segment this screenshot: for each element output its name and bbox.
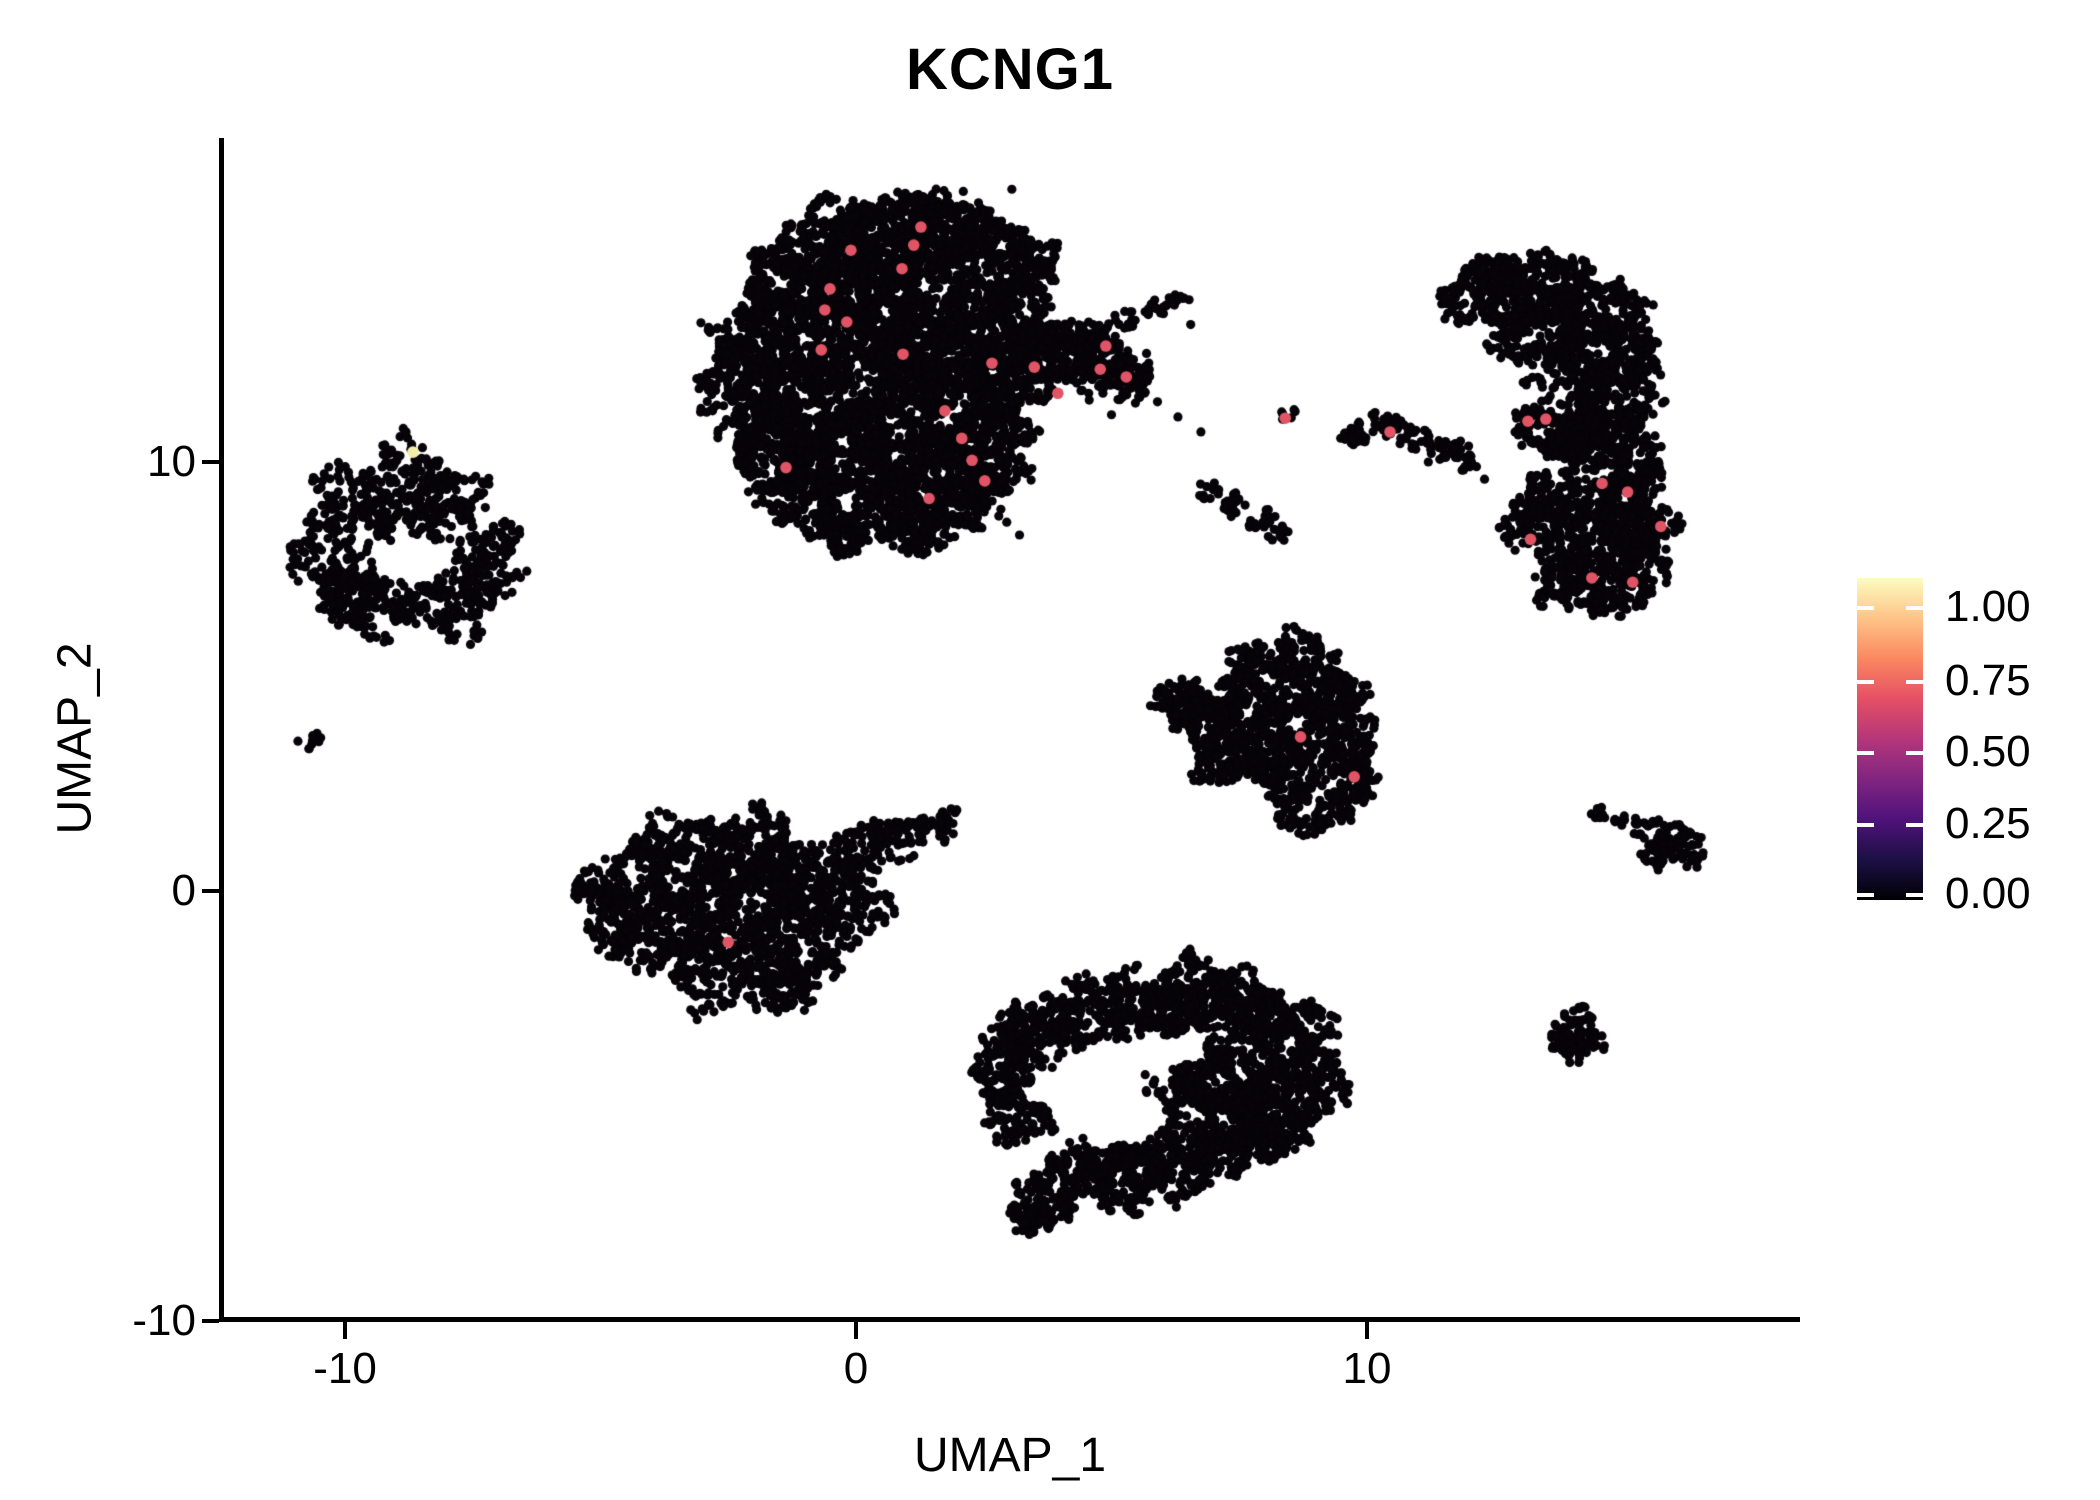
colorbar-label: 0.00 — [1945, 869, 2031, 918]
colorbar-tick — [1906, 680, 1923, 684]
y-tick-label: -10 — [132, 1296, 196, 1345]
y-tick-label: 10 — [147, 437, 196, 486]
y-tick-label: 0 — [171, 866, 196, 915]
colorbar-tick — [1857, 823, 1874, 827]
colorbar-label: 0.50 — [1945, 727, 2031, 776]
x-tick-label: 0 — [843, 1344, 869, 1393]
y-axis-line — [219, 138, 224, 1322]
umap-point-cloud — [222, 140, 1798, 1319]
colorbar-tick — [1906, 751, 1923, 755]
colorbar-tick — [1857, 893, 1874, 897]
colorbar-tick — [1906, 823, 1923, 827]
colorbar-label: 0.75 — [1945, 656, 2031, 705]
y-axis-title: UMAP_2 — [48, 642, 102, 835]
chart-title: KCNG1 — [905, 37, 1115, 102]
colorbar-label: 1.00 — [1945, 582, 2031, 631]
colorbar-tick — [1857, 751, 1874, 755]
y-tick-mark — [202, 889, 219, 893]
colorbar-tick — [1857, 680, 1874, 684]
x-axis-title: UMAP_1 — [913, 1429, 1107, 1482]
colorbar-tick — [1857, 606, 1874, 610]
colorbar-label: 0.25 — [1945, 799, 2031, 848]
x-tick-label: 10 — [1342, 1344, 1392, 1393]
colorbar-tick — [1906, 606, 1923, 610]
x-tick-label: -10 — [313, 1344, 377, 1393]
colorbar-tick — [1906, 893, 1923, 897]
x-axis-line — [219, 1317, 1800, 1322]
x-tick-mark — [343, 1322, 347, 1339]
x-tick-mark — [854, 1322, 858, 1339]
x-tick-mark — [1365, 1322, 1369, 1339]
y-tick-mark — [202, 1319, 219, 1323]
y-tick-mark — [202, 460, 219, 464]
colorbar-gradient — [1857, 578, 1923, 900]
